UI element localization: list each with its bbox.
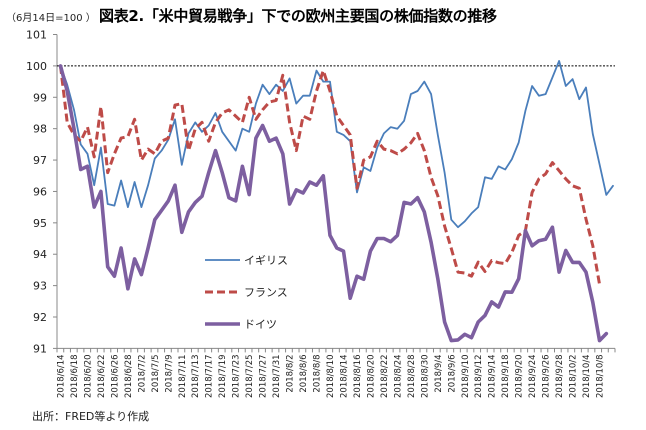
x-tick-label: 2018/7/25 <box>245 354 255 398</box>
x-tick-label: 2018/9/6 <box>447 354 457 392</box>
x-tick-label: 2018/7/9 <box>164 354 174 392</box>
x-tick-label: 2018/6/28 <box>124 354 134 398</box>
x-tick-label: 2018/9/28 <box>555 354 565 398</box>
x-tick-label: 2018/8/14 <box>339 354 349 398</box>
source-note: 出所：FRED等より作成 <box>32 410 150 423</box>
x-tick-label: 2018/6/18 <box>70 354 80 398</box>
x-tick-label: 2018/7/27 <box>259 354 269 398</box>
x-tick-label: 2018/9/18 <box>501 354 511 398</box>
x-tick-label: 2018/9/20 <box>515 354 525 398</box>
x-tick-label: 2018/9/24 <box>528 354 538 398</box>
y-tick-label: 92 <box>33 311 47 324</box>
x-tick-label: 2018/8/10 <box>326 354 336 398</box>
x-tick-label: 2018/9/12 <box>474 354 484 398</box>
y-tick-label: 95 <box>33 217 47 230</box>
x-tick-label: 2018/7/13 <box>191 354 201 398</box>
y-tick-label: 98 <box>33 123 47 136</box>
legend-label: ドイツ <box>244 318 277 331</box>
y-tick-label: 96 <box>33 185 47 198</box>
x-tick-label: 2018/7/31 <box>272 354 282 398</box>
x-tick-label: 2018/7/11 <box>178 354 188 398</box>
x-tick-label: 2018/7/19 <box>218 354 228 398</box>
x-tick-label: 2018/9/26 <box>542 354 552 398</box>
x-tick-label: 2018/7/17 <box>205 354 215 398</box>
y-tick-label: 93 <box>33 280 47 293</box>
y-tick-label: 91 <box>33 342 47 355</box>
series-line-germany <box>58 64 609 343</box>
x-tick-label: 2018/7/5 <box>151 354 161 392</box>
y-tick-label: 101 <box>26 29 47 42</box>
x-tick-label: 2018/8/20 <box>366 354 376 398</box>
series-line-france <box>59 65 601 285</box>
legend-label: イギリス <box>244 254 288 267</box>
x-tick-label: 2018/8/24 <box>393 354 403 398</box>
series-lines <box>58 60 614 343</box>
x-tick-label: 2018/8/2 <box>286 354 296 392</box>
x-tick-label: 2018/6/14 <box>57 354 67 398</box>
x-tick-label: 2018/8/6 <box>299 354 309 392</box>
y-tick-label: 99 <box>33 91 47 104</box>
x-tick-label: 2018/8/22 <box>380 354 390 398</box>
x-tick-label: 2018/6/20 <box>83 354 93 398</box>
x-tick-label: 2018/10/4 <box>582 354 592 398</box>
chart-title: 図表2.「米中貿易戦争」下での欧州主要国の株価指数の推移 <box>99 7 497 25</box>
legend-label: フランス <box>244 286 288 299</box>
x-tick-label: 2018/7/23 <box>232 354 242 398</box>
x-tick-label: 2018/8/28 <box>407 354 417 398</box>
x-tick-label: 2018/6/26 <box>110 354 120 398</box>
x-tick-label: 2018/7/2 <box>137 354 147 392</box>
x-tick-label: 2018/6/22 <box>97 354 107 398</box>
x-tick-label: 2018/10/2 <box>569 354 579 398</box>
x-tick-label: 2018/9/10 <box>461 354 471 398</box>
x-tick-label: 2018/8/16 <box>353 354 363 398</box>
y-tick-label: 94 <box>33 248 47 261</box>
x-tick-label: 2018/10/8 <box>596 354 606 398</box>
y-axis-unit-label: （6月14日=100 ） <box>6 13 96 24</box>
y-tick-label: 100 <box>26 60 47 73</box>
y-tick-label: 97 <box>33 154 47 167</box>
x-tick-label: 2018/8/30 <box>420 354 430 398</box>
x-tick-label: 2018/8/8 <box>313 354 323 392</box>
x-tick-label: 2018/9/14 <box>488 354 498 398</box>
x-tick-label: 2018/9/4 <box>434 354 444 392</box>
